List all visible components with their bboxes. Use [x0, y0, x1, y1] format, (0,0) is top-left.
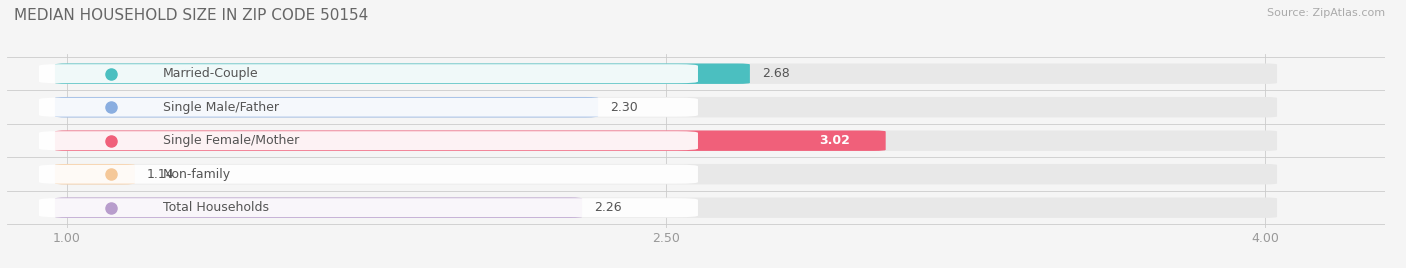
Text: Non-family: Non-family	[163, 168, 231, 181]
Text: 2.30: 2.30	[610, 101, 638, 114]
Text: 2.26: 2.26	[595, 201, 621, 214]
FancyBboxPatch shape	[39, 64, 697, 83]
FancyBboxPatch shape	[55, 131, 886, 151]
FancyBboxPatch shape	[55, 97, 598, 117]
Text: Total Households: Total Households	[163, 201, 269, 214]
FancyBboxPatch shape	[39, 165, 697, 184]
Text: 2.68: 2.68	[762, 67, 790, 80]
Text: 1.14: 1.14	[146, 168, 174, 181]
Text: 3.02: 3.02	[818, 134, 849, 147]
FancyBboxPatch shape	[39, 98, 697, 117]
FancyBboxPatch shape	[55, 64, 1277, 84]
FancyBboxPatch shape	[55, 198, 1277, 218]
Text: Single Male/Father: Single Male/Father	[163, 101, 278, 114]
Text: MEDIAN HOUSEHOLD SIZE IN ZIP CODE 50154: MEDIAN HOUSEHOLD SIZE IN ZIP CODE 50154	[14, 8, 368, 23]
FancyBboxPatch shape	[55, 131, 1277, 151]
Text: Married-Couple: Married-Couple	[163, 67, 259, 80]
FancyBboxPatch shape	[55, 164, 1277, 184]
FancyBboxPatch shape	[39, 198, 697, 217]
FancyBboxPatch shape	[55, 64, 749, 84]
FancyBboxPatch shape	[55, 164, 135, 184]
FancyBboxPatch shape	[39, 131, 697, 150]
Text: Single Female/Mother: Single Female/Mother	[163, 134, 299, 147]
Text: Source: ZipAtlas.com: Source: ZipAtlas.com	[1267, 8, 1385, 18]
FancyBboxPatch shape	[55, 97, 1277, 117]
FancyBboxPatch shape	[55, 198, 582, 218]
